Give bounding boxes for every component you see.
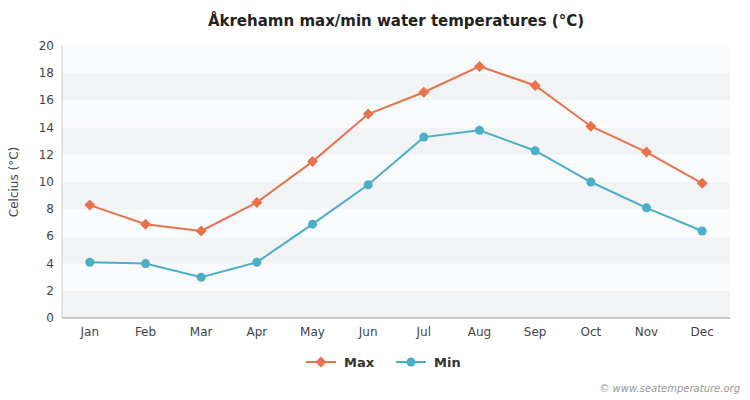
point: [419, 133, 428, 142]
y-tick-label: 20: [39, 39, 54, 53]
point: [364, 180, 373, 189]
x-axis-line: [62, 318, 730, 319]
point: [641, 147, 652, 158]
point: [363, 109, 374, 120]
band: [62, 155, 730, 182]
band: [62, 100, 730, 127]
x-tick-label: Dec: [691, 325, 714, 339]
y-tick-label: 0: [46, 311, 54, 325]
x-tick-label: Jul: [416, 325, 431, 339]
y-tick-label: 4: [46, 257, 54, 271]
band: [62, 73, 730, 100]
point: [252, 258, 261, 267]
y-tick-label: 10: [39, 175, 54, 189]
x-tick-label: Sep: [524, 325, 547, 339]
point: [474, 61, 485, 72]
background: [0, 0, 750, 400]
x-tick-label: Aug: [468, 325, 491, 339]
point: [84, 200, 95, 211]
point: [475, 126, 484, 135]
point: [196, 225, 207, 236]
series-line: [90, 130, 702, 277]
point: [418, 87, 429, 98]
y-tick-label: 8: [46, 202, 54, 216]
x-tick-label: Jun: [358, 325, 378, 339]
plot-area: [84, 61, 707, 282]
point: [85, 258, 94, 267]
x-tick-label: Nov: [635, 325, 658, 339]
y-tick-label: 2: [46, 284, 54, 298]
band: [62, 209, 730, 236]
x-tick-label: Mar: [190, 325, 213, 339]
point: [585, 121, 596, 132]
point: [642, 203, 651, 212]
title: Åkrehamn max/min water temperatures (°C): [208, 11, 584, 30]
band: [62, 182, 730, 209]
y-axis-label: Celcius (°C): [7, 147, 21, 217]
point: [531, 146, 540, 155]
point: [140, 219, 151, 230]
point: [530, 80, 541, 91]
x-tick-label: May: [300, 325, 325, 339]
band: [62, 46, 730, 73]
legend-label: Max: [344, 355, 375, 370]
y-tick-label: 18: [39, 66, 54, 80]
point: [698, 226, 707, 235]
y-tick-label: 16: [39, 93, 54, 107]
point: [141, 259, 150, 268]
legend-marker: [316, 357, 327, 368]
point: [697, 178, 708, 189]
legend: Max Min: [306, 355, 461, 370]
point: [586, 178, 595, 187]
band: [62, 236, 730, 263]
point: [251, 197, 262, 208]
series-line: [90, 66, 702, 231]
point: [308, 220, 317, 229]
point: [307, 156, 318, 167]
x-tick-label: Feb: [135, 325, 156, 339]
band: [62, 291, 730, 318]
point: [197, 273, 206, 282]
x-tick-label: Jan: [80, 325, 100, 339]
x-tick-label: Oct: [580, 325, 601, 339]
watermark: © www.seatemperature.org: [599, 383, 740, 394]
y-tick-label: 6: [46, 229, 54, 243]
y-axis-line: [62, 46, 63, 318]
y-tick-label: 12: [39, 148, 54, 162]
legend-marker: [407, 358, 416, 367]
y-tick-label: 14: [39, 121, 54, 135]
band: [62, 128, 730, 155]
legend-label: Min: [434, 355, 461, 370]
x-tick-label: Apr: [246, 325, 267, 339]
chart: Åkrehamn max/min water temperatures (°C)…: [0, 0, 750, 400]
